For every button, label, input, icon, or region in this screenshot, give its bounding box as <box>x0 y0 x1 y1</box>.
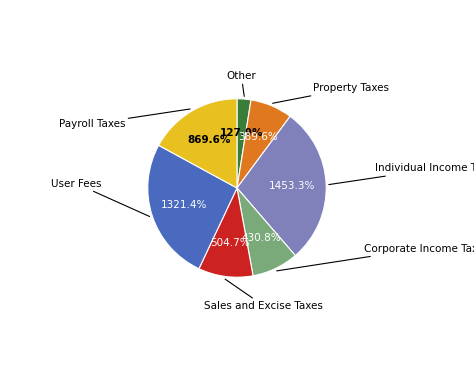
Text: Other: Other <box>227 71 256 96</box>
Wedge shape <box>159 99 237 188</box>
Text: 504.7%: 504.7% <box>210 238 250 248</box>
Text: 127.9%: 127.9% <box>219 128 263 138</box>
Wedge shape <box>148 145 237 269</box>
Text: 869.6%: 869.6% <box>187 135 230 146</box>
Wedge shape <box>237 99 251 188</box>
Text: Property Taxes: Property Taxes <box>273 83 389 103</box>
Text: User Fees: User Fees <box>51 179 150 217</box>
Wedge shape <box>237 188 295 276</box>
Text: 1453.3%: 1453.3% <box>269 181 316 191</box>
Text: 1321.4%: 1321.4% <box>161 200 208 210</box>
Text: 430.8%: 430.8% <box>241 233 281 243</box>
Text: Corporate Income Tax: Corporate Income Tax <box>277 244 474 271</box>
Text: 389.6%: 389.6% <box>238 132 278 142</box>
Wedge shape <box>237 100 290 188</box>
Wedge shape <box>237 116 326 256</box>
Text: Payroll Taxes: Payroll Taxes <box>59 109 190 129</box>
Text: Sales and Excise Taxes: Sales and Excise Taxes <box>204 279 323 311</box>
Text: Individual Income Taxes: Individual Income Taxes <box>329 163 474 185</box>
Wedge shape <box>199 188 253 277</box>
